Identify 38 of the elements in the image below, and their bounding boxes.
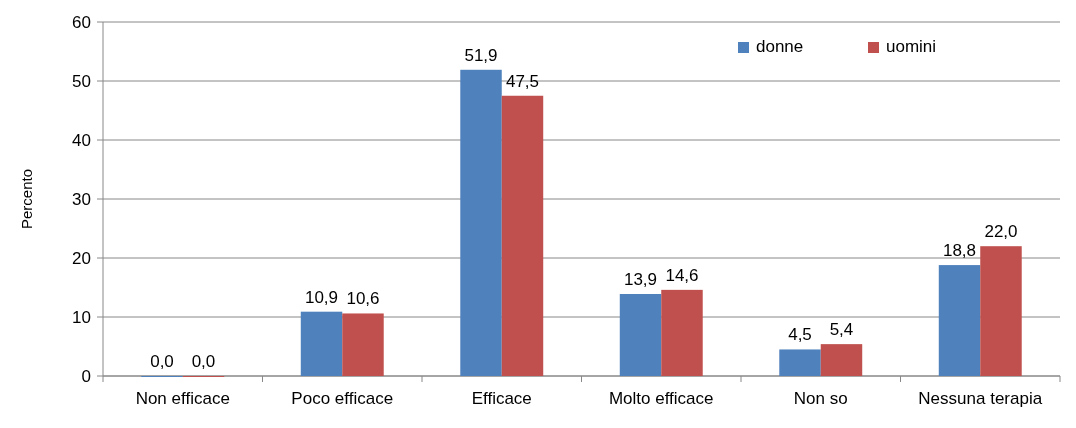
data-label: 13,9 bbox=[623, 269, 658, 289]
x-tick-label: Poco efficace bbox=[291, 389, 394, 408]
bar bbox=[342, 313, 384, 376]
bar bbox=[460, 69, 502, 376]
x-tick-label: Molto efficace bbox=[608, 389, 714, 408]
bar bbox=[619, 293, 662, 376]
y-tick-label: 20 bbox=[72, 248, 91, 268]
y-tick-label: 50 bbox=[72, 71, 91, 91]
data-label: 51,9 bbox=[464, 45, 498, 65]
y-tick-label: 10 bbox=[72, 307, 91, 327]
legend-label: donne bbox=[756, 37, 804, 56]
data-label: 14,6 bbox=[665, 265, 699, 285]
data-label: 22,0 bbox=[984, 222, 1018, 242]
x-tick-label: Non efficace bbox=[135, 389, 230, 408]
data-label: 10,6 bbox=[346, 289, 380, 309]
data-label: 47,5 bbox=[505, 71, 540, 91]
data-label: 18,8 bbox=[942, 241, 977, 261]
y-axis-title: Percento bbox=[18, 168, 35, 230]
data-label: 10,9 bbox=[304, 287, 339, 307]
bar bbox=[980, 246, 1022, 376]
bar bbox=[661, 289, 703, 376]
data-label: 4,5 bbox=[788, 325, 812, 345]
y-tick-label: 60 bbox=[72, 12, 91, 32]
y-tick-label: 30 bbox=[72, 189, 91, 209]
data-label: 0,0 bbox=[191, 352, 216, 371]
bar bbox=[820, 344, 863, 376]
data-label: 0,0 bbox=[150, 352, 174, 371]
x-tick-label: Non so bbox=[793, 389, 848, 408]
bar bbox=[501, 95, 544, 376]
x-tick-label: Nessuna terapia bbox=[918, 389, 1043, 408]
y-tick-label: 40 bbox=[72, 130, 91, 150]
data-label: 5,4 bbox=[829, 320, 854, 340]
bar bbox=[779, 349, 821, 376]
y-tick-label: 0 bbox=[81, 366, 91, 386]
legend-label: uomini bbox=[886, 37, 937, 56]
bar bbox=[300, 311, 343, 376]
bar bbox=[938, 265, 981, 376]
x-tick-label: Efficace bbox=[471, 389, 532, 408]
